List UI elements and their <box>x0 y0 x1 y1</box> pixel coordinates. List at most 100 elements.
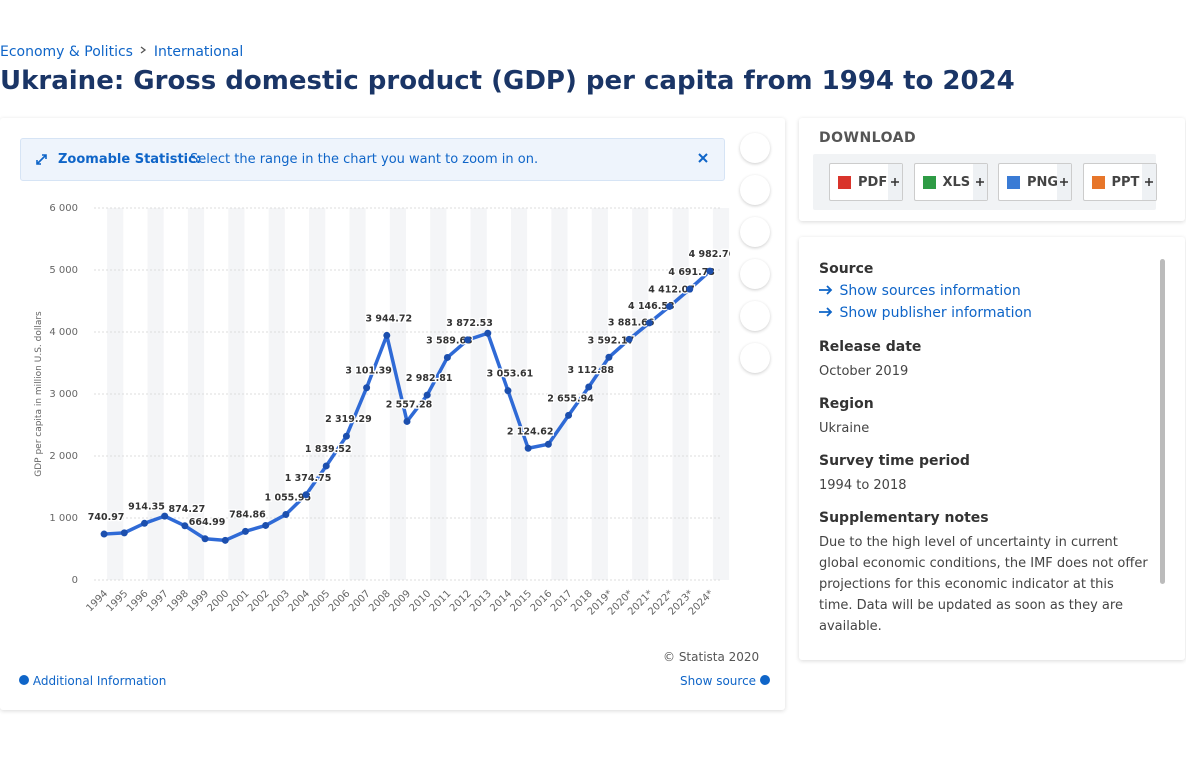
release-heading: Release date <box>819 339 922 355</box>
point <box>201 535 209 543</box>
plus <box>972 164 987 200</box>
file-icon <box>1007 176 1020 189</box>
plus <box>1141 164 1156 200</box>
alert-button[interactable] <box>740 175 770 205</box>
point <box>504 387 512 395</box>
data-label: 914.35 <box>128 501 165 512</box>
details: Source Show sources information Show pub… <box>819 247 1151 641</box>
x-tick-label: 2007 <box>347 588 373 614</box>
download-button[interactable]: PNG <box>998 163 1072 201</box>
data-label: 2 557.28 <box>386 399 433 410</box>
point <box>161 512 169 520</box>
data-label: 3 053.61 <box>487 369 534 380</box>
data-label: 4 146.53 <box>628 301 675 312</box>
page-title: Ukraine: Gross domestic product (GDP) pe… <box>0 66 1015 96</box>
point <box>524 444 532 452</box>
chart-card: Zoomable Statistic: Select the range in … <box>0 118 785 710</box>
point <box>363 384 371 392</box>
scrollbar <box>1160 259 1165 584</box>
x-tick-label: 2006 <box>327 588 353 614</box>
x-tick-label: 1995 <box>105 588 131 614</box>
data-label: 3 101.39 <box>345 366 392 377</box>
stripe <box>228 208 245 580</box>
data-label: 3 881.66 <box>608 317 655 328</box>
x-tick-label: 2012 <box>448 588 474 614</box>
point <box>464 336 472 344</box>
data-label: 784.86 <box>229 509 266 520</box>
format-label: PNG <box>1027 175 1059 190</box>
data-label: 1 839.52 <box>305 444 352 455</box>
x-tick-label: 2008 <box>367 588 393 614</box>
additional-info[interactable]: Additional Information <box>19 674 166 688</box>
breadcrumb: Economy & Politics International <box>0 44 243 60</box>
data-label: 3 944.72 <box>366 313 413 324</box>
y-tick-label: 1 000 <box>49 513 78 524</box>
show-source-text: Show source <box>680 674 757 688</box>
print-button[interactable] <box>740 343 770 373</box>
point <box>383 331 391 339</box>
x-tick-label: 1999 <box>185 588 211 614</box>
link-text: Show publisher information <box>839 305 1032 321</box>
point <box>282 511 290 519</box>
point <box>140 519 148 527</box>
y-tick-label: 2 000 <box>49 451 78 462</box>
data-label: 3 112.88 <box>567 365 614 376</box>
point <box>181 522 189 530</box>
zoom-text: Select the range in the chart you want t… <box>190 152 539 167</box>
source-heading: Source <box>819 261 874 277</box>
point <box>241 527 249 535</box>
publisher-link[interactable]: Show publisher information <box>819 305 1151 321</box>
stripe <box>349 208 366 580</box>
notes-heading: Supplementary notes <box>819 510 989 526</box>
x-tick-label: 2002 <box>246 588 272 614</box>
point <box>322 462 330 470</box>
region-value: Ukraine <box>819 421 870 436</box>
chevron <box>141 46 147 54</box>
x-tick-label: 2004 <box>286 588 312 614</box>
breadcrumb-link[interactable]: Economy & Politics <box>0 44 133 60</box>
download-heading: DOWNLOAD <box>819 130 917 146</box>
breadcrumb-link[interactable]: International <box>153 44 244 60</box>
file-icon <box>1091 176 1105 189</box>
file-icon <box>922 176 936 189</box>
data-label: 2 982.81 <box>406 373 453 384</box>
source-link[interactable]: Show sources information <box>819 283 1151 299</box>
data-label: 4 691.73 <box>668 267 715 278</box>
download-button[interactable]: XLS <box>913 163 988 201</box>
x-tick-label: 2003 <box>266 588 292 614</box>
plus <box>888 164 902 200</box>
close-button[interactable] <box>698 153 708 163</box>
x-tick-label: 2011 <box>428 588 454 614</box>
point <box>100 530 108 538</box>
arrow <box>819 307 833 317</box>
point <box>605 353 613 361</box>
data-label: 664.99 <box>189 517 226 528</box>
point <box>120 529 128 537</box>
x-tick-label: 2000 <box>206 588 232 614</box>
point <box>686 285 694 293</box>
show-source[interactable]: Show source <box>680 674 770 688</box>
period-heading: Survey time period <box>819 453 970 469</box>
y-tick-label: 4 000 <box>49 327 78 338</box>
x-tick-label: 1998 <box>165 588 191 614</box>
point <box>544 440 552 448</box>
settings-button[interactable] <box>740 217 770 247</box>
details-card: Source Show sources information Show pub… <box>799 237 1185 660</box>
download-button[interactable]: PDF <box>829 163 903 201</box>
x-tick-label: 1994 <box>84 588 110 614</box>
x-tick-label: 2015 <box>509 588 535 614</box>
share-button[interactable] <box>740 259 770 289</box>
favorite-button[interactable] <box>740 133 770 163</box>
zoom-notice: Zoomable Statistic: Select the range in … <box>20 138 725 181</box>
y-tick-label: 5 000 <box>49 265 78 276</box>
y-tick-label: 0 <box>72 575 78 586</box>
point <box>585 383 593 391</box>
cite-button[interactable] <box>740 301 770 331</box>
download-button[interactable]: PPT <box>1082 163 1157 201</box>
data-label: 4 982.76 <box>689 249 730 260</box>
point <box>484 329 492 337</box>
point <box>666 302 674 310</box>
data-label: 2 655.94 <box>547 393 594 404</box>
x-tick-label: 2013 <box>468 588 494 614</box>
point <box>262 521 270 529</box>
